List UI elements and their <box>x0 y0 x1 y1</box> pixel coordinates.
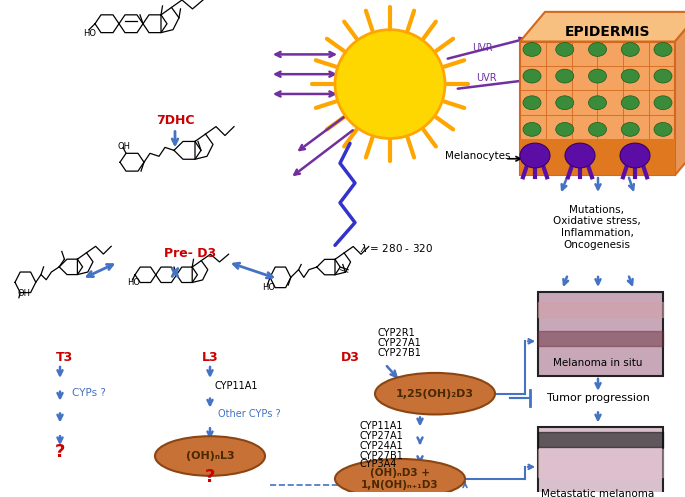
Ellipse shape <box>523 96 541 110</box>
Text: Melanoma in situ: Melanoma in situ <box>553 358 643 368</box>
Text: Tumor progression: Tumor progression <box>547 393 649 403</box>
Ellipse shape <box>523 122 541 136</box>
Text: Melanocytes: Melanocytes <box>445 151 510 161</box>
Text: ?: ? <box>205 468 215 486</box>
Text: CYP24A1: CYP24A1 <box>360 441 403 451</box>
Ellipse shape <box>523 43 541 56</box>
Ellipse shape <box>654 69 672 83</box>
Text: CYP11A1: CYP11A1 <box>360 421 403 431</box>
Polygon shape <box>520 139 675 175</box>
Text: CYP3A4: CYP3A4 <box>360 459 397 469</box>
Ellipse shape <box>523 69 541 83</box>
Text: UVR: UVR <box>476 73 497 83</box>
Text: Mutations,
Oxidative stress,
Inflammation,
Oncogenesis: Mutations, Oxidative stress, Inflammatio… <box>553 205 641 249</box>
Text: (OH)ₙD3 +
1,N(OH)ₙ₊₁D3: (OH)ₙD3 + 1,N(OH)ₙ₊₁D3 <box>361 468 439 490</box>
Text: UVR: UVR <box>472 43 493 54</box>
Text: Other CYPs ?: Other CYPs ? <box>218 410 281 419</box>
Ellipse shape <box>621 43 639 56</box>
Text: CYP27B1: CYP27B1 <box>378 348 422 358</box>
Text: CYP27A1: CYP27A1 <box>360 431 403 441</box>
Text: Metastatic melanoma: Metastatic melanoma <box>541 489 655 497</box>
Ellipse shape <box>556 96 574 110</box>
Ellipse shape <box>654 122 672 136</box>
Text: HO: HO <box>127 278 140 287</box>
Text: OH: OH <box>117 142 130 151</box>
Polygon shape <box>675 12 685 175</box>
Ellipse shape <box>565 143 595 168</box>
Text: T3: T3 <box>56 351 73 364</box>
Text: Pre- D3: Pre- D3 <box>164 247 216 260</box>
FancyBboxPatch shape <box>538 292 663 376</box>
Ellipse shape <box>620 143 650 168</box>
Ellipse shape <box>588 43 606 56</box>
Ellipse shape <box>654 43 672 56</box>
Text: $\lambda$ = 280 - 320: $\lambda$ = 280 - 320 <box>360 242 433 254</box>
Ellipse shape <box>556 122 574 136</box>
Polygon shape <box>520 12 685 42</box>
Text: 7DHC: 7DHC <box>155 114 195 127</box>
Text: CYP27A1: CYP27A1 <box>378 338 422 348</box>
Text: HO: HO <box>262 283 275 292</box>
Ellipse shape <box>621 96 639 110</box>
Ellipse shape <box>621 69 639 83</box>
Ellipse shape <box>556 43 574 56</box>
Ellipse shape <box>556 69 574 83</box>
Text: CYP11A1: CYP11A1 <box>215 381 258 391</box>
Text: CYPs ?: CYPs ? <box>72 388 106 398</box>
Text: ?: ? <box>55 443 65 461</box>
Ellipse shape <box>588 69 606 83</box>
Text: CYP2R1: CYP2R1 <box>378 329 416 338</box>
Text: 1,25(OH)₂D3: 1,25(OH)₂D3 <box>396 389 474 399</box>
Ellipse shape <box>654 96 672 110</box>
Text: L3: L3 <box>201 351 219 364</box>
Polygon shape <box>520 42 675 175</box>
Ellipse shape <box>375 373 495 414</box>
Text: CYP27B1: CYP27B1 <box>360 451 404 461</box>
Text: D3: D3 <box>340 351 360 364</box>
Ellipse shape <box>520 143 550 168</box>
Ellipse shape <box>588 122 606 136</box>
Ellipse shape <box>588 96 606 110</box>
FancyBboxPatch shape <box>538 427 663 497</box>
Ellipse shape <box>155 436 265 476</box>
Text: OH: OH <box>18 289 31 299</box>
Text: HO: HO <box>83 29 96 38</box>
Circle shape <box>335 30 445 139</box>
Text: EPIDERMIS: EPIDERMIS <box>564 25 650 39</box>
Ellipse shape <box>621 122 639 136</box>
Text: (OH)ₙL3: (OH)ₙL3 <box>186 451 234 461</box>
Ellipse shape <box>335 459 465 497</box>
